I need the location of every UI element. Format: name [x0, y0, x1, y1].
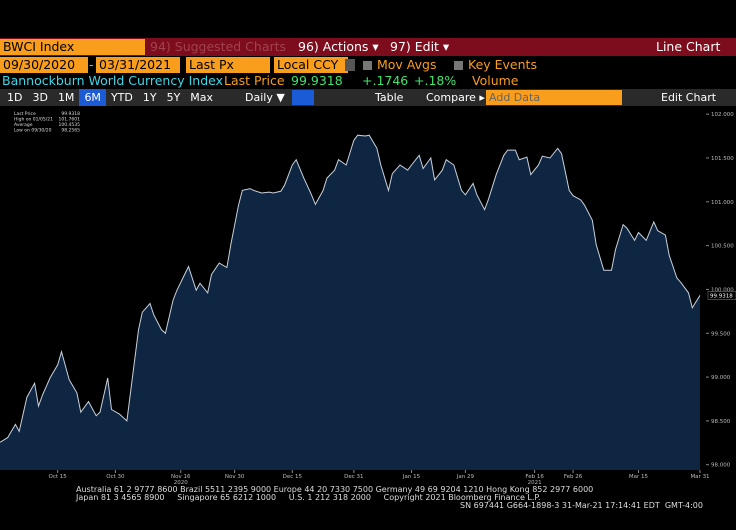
key-events[interactable]: Key Events — [468, 57, 537, 72]
legend-label: Average — [14, 122, 33, 128]
y-tick-label: 98.500 — [711, 419, 731, 425]
range-button[interactable]: YTD — [110, 91, 133, 104]
x-tick-label: Feb 16 — [525, 474, 544, 480]
field-select[interactable]: Last Px — [186, 57, 270, 73]
footer-line: Japan 81 3 4565 8900 Singapore 65 6212 1… — [76, 493, 541, 502]
edit-chart-button[interactable]: Edit Chart — [661, 91, 717, 104]
range-button[interactable]: 5Y — [166, 91, 181, 104]
legend-value: 101.7601 — [59, 117, 81, 123]
x-tick-label: Jan 29 — [456, 474, 475, 480]
x-tick-label: Dec 15 — [283, 474, 303, 480]
x-tick-label: Nov 16 — [171, 474, 191, 480]
add-data-input[interactable]: Add Data — [486, 90, 622, 105]
y-tick-label: 100.500 — [711, 244, 734, 250]
y-tick-label: 102.000 — [711, 112, 734, 118]
checkbox[interactable] — [363, 61, 372, 70]
end-date[interactable]: 03/31/2021 — [96, 57, 180, 73]
x-year-label: 2020 — [174, 480, 188, 486]
mov-avgs[interactable]: Mov Avgs — [377, 57, 437, 72]
dropdown-arrow[interactable] — [345, 59, 355, 71]
y-tick-label: 100.000 — [711, 287, 734, 293]
y-tick-label: 99.000 — [711, 375, 731, 381]
range-buttons: 1D 3D 1M 6M YTD 1Y 5Y Max — [2, 89, 218, 106]
suggested-button[interactable]: 94) Suggested Charts — [150, 39, 287, 54]
date-dash: - — [89, 57, 94, 72]
y-tick-label: 99.500 — [711, 331, 731, 337]
x-tick-label: Nov 30 — [225, 474, 245, 480]
legend-value: 100.4535 — [59, 122, 81, 128]
change-percent: +.18% — [414, 73, 457, 88]
legend-value: 99.9318 — [61, 111, 80, 117]
change: +.1746 — [362, 73, 409, 88]
x-tick-label: Oct 15 — [49, 474, 68, 480]
x-tick-label: Mar 31 — [690, 474, 709, 480]
frequency-select[interactable]: Daily ▼ — [245, 91, 285, 104]
last-price: 99.9318 — [291, 73, 343, 88]
last-value-box — [707, 291, 736, 300]
checkbox[interactable] — [454, 61, 463, 70]
range-button[interactable]: 6M — [79, 89, 106, 106]
last-price-label: Last Price — [224, 73, 285, 88]
table-button[interactable]: Table — [375, 91, 404, 104]
price-line — [0, 134, 701, 443]
start-date[interactable]: 09/30/2020 — [0, 57, 88, 73]
legend-label: Low on 09/30/20 — [14, 128, 52, 134]
y-tick-label: 101.000 — [711, 200, 734, 206]
footer-line: Australia 61 2 9777 8600 Brazil 5511 239… — [76, 485, 594, 494]
range-button[interactable]: 1D — [7, 91, 23, 104]
volume-label: Volume — [472, 73, 519, 88]
area-fill — [0, 135, 700, 470]
currency-select[interactable]: Local CCY — [274, 57, 348, 73]
x-tick-label: Dec 31 — [344, 474, 363, 480]
range-button[interactable]: 3D — [32, 91, 48, 104]
legend-value: 98.2565 — [61, 128, 80, 134]
last-value-label: 99.9318 — [710, 293, 733, 299]
legend-label: Last Price — [14, 111, 36, 117]
y-tick-label: 101.500 — [711, 156, 734, 162]
edit-button[interactable]: 97) Edit ▾ — [390, 39, 450, 54]
toolbar — [0, 38, 736, 56]
x-tick-label: Mar 15 — [629, 474, 649, 480]
security-input[interactable]: BWCI Index — [0, 39, 145, 55]
chart-type-label: Line Chart — [656, 39, 721, 54]
x-tick-label: Oct 30 — [106, 474, 125, 480]
range-button[interactable]: Max — [190, 91, 214, 104]
y-tick-label: 98.000 — [711, 463, 731, 469]
range-button[interactable]: 1M — [57, 91, 75, 104]
footer-line: SN 697441 G664-1898-3 31-Mar-21 17:14:41… — [460, 501, 703, 510]
legend-label: High on 01/05/21 — [14, 117, 53, 123]
x-year-label: 2021 — [528, 480, 542, 486]
actions-button[interactable]: 96) Actions ▾ — [298, 39, 379, 54]
x-tick-label: Feb 26 — [564, 474, 583, 480]
line-icon[interactable] — [292, 90, 314, 105]
range-button[interactable]: 1Y — [142, 91, 157, 104]
compare-button[interactable]: Compare ▸ — [426, 91, 485, 104]
x-tick-label: Jan 15 — [402, 474, 421, 480]
security-name: Bannockburn World Currency Index — [2, 73, 224, 88]
